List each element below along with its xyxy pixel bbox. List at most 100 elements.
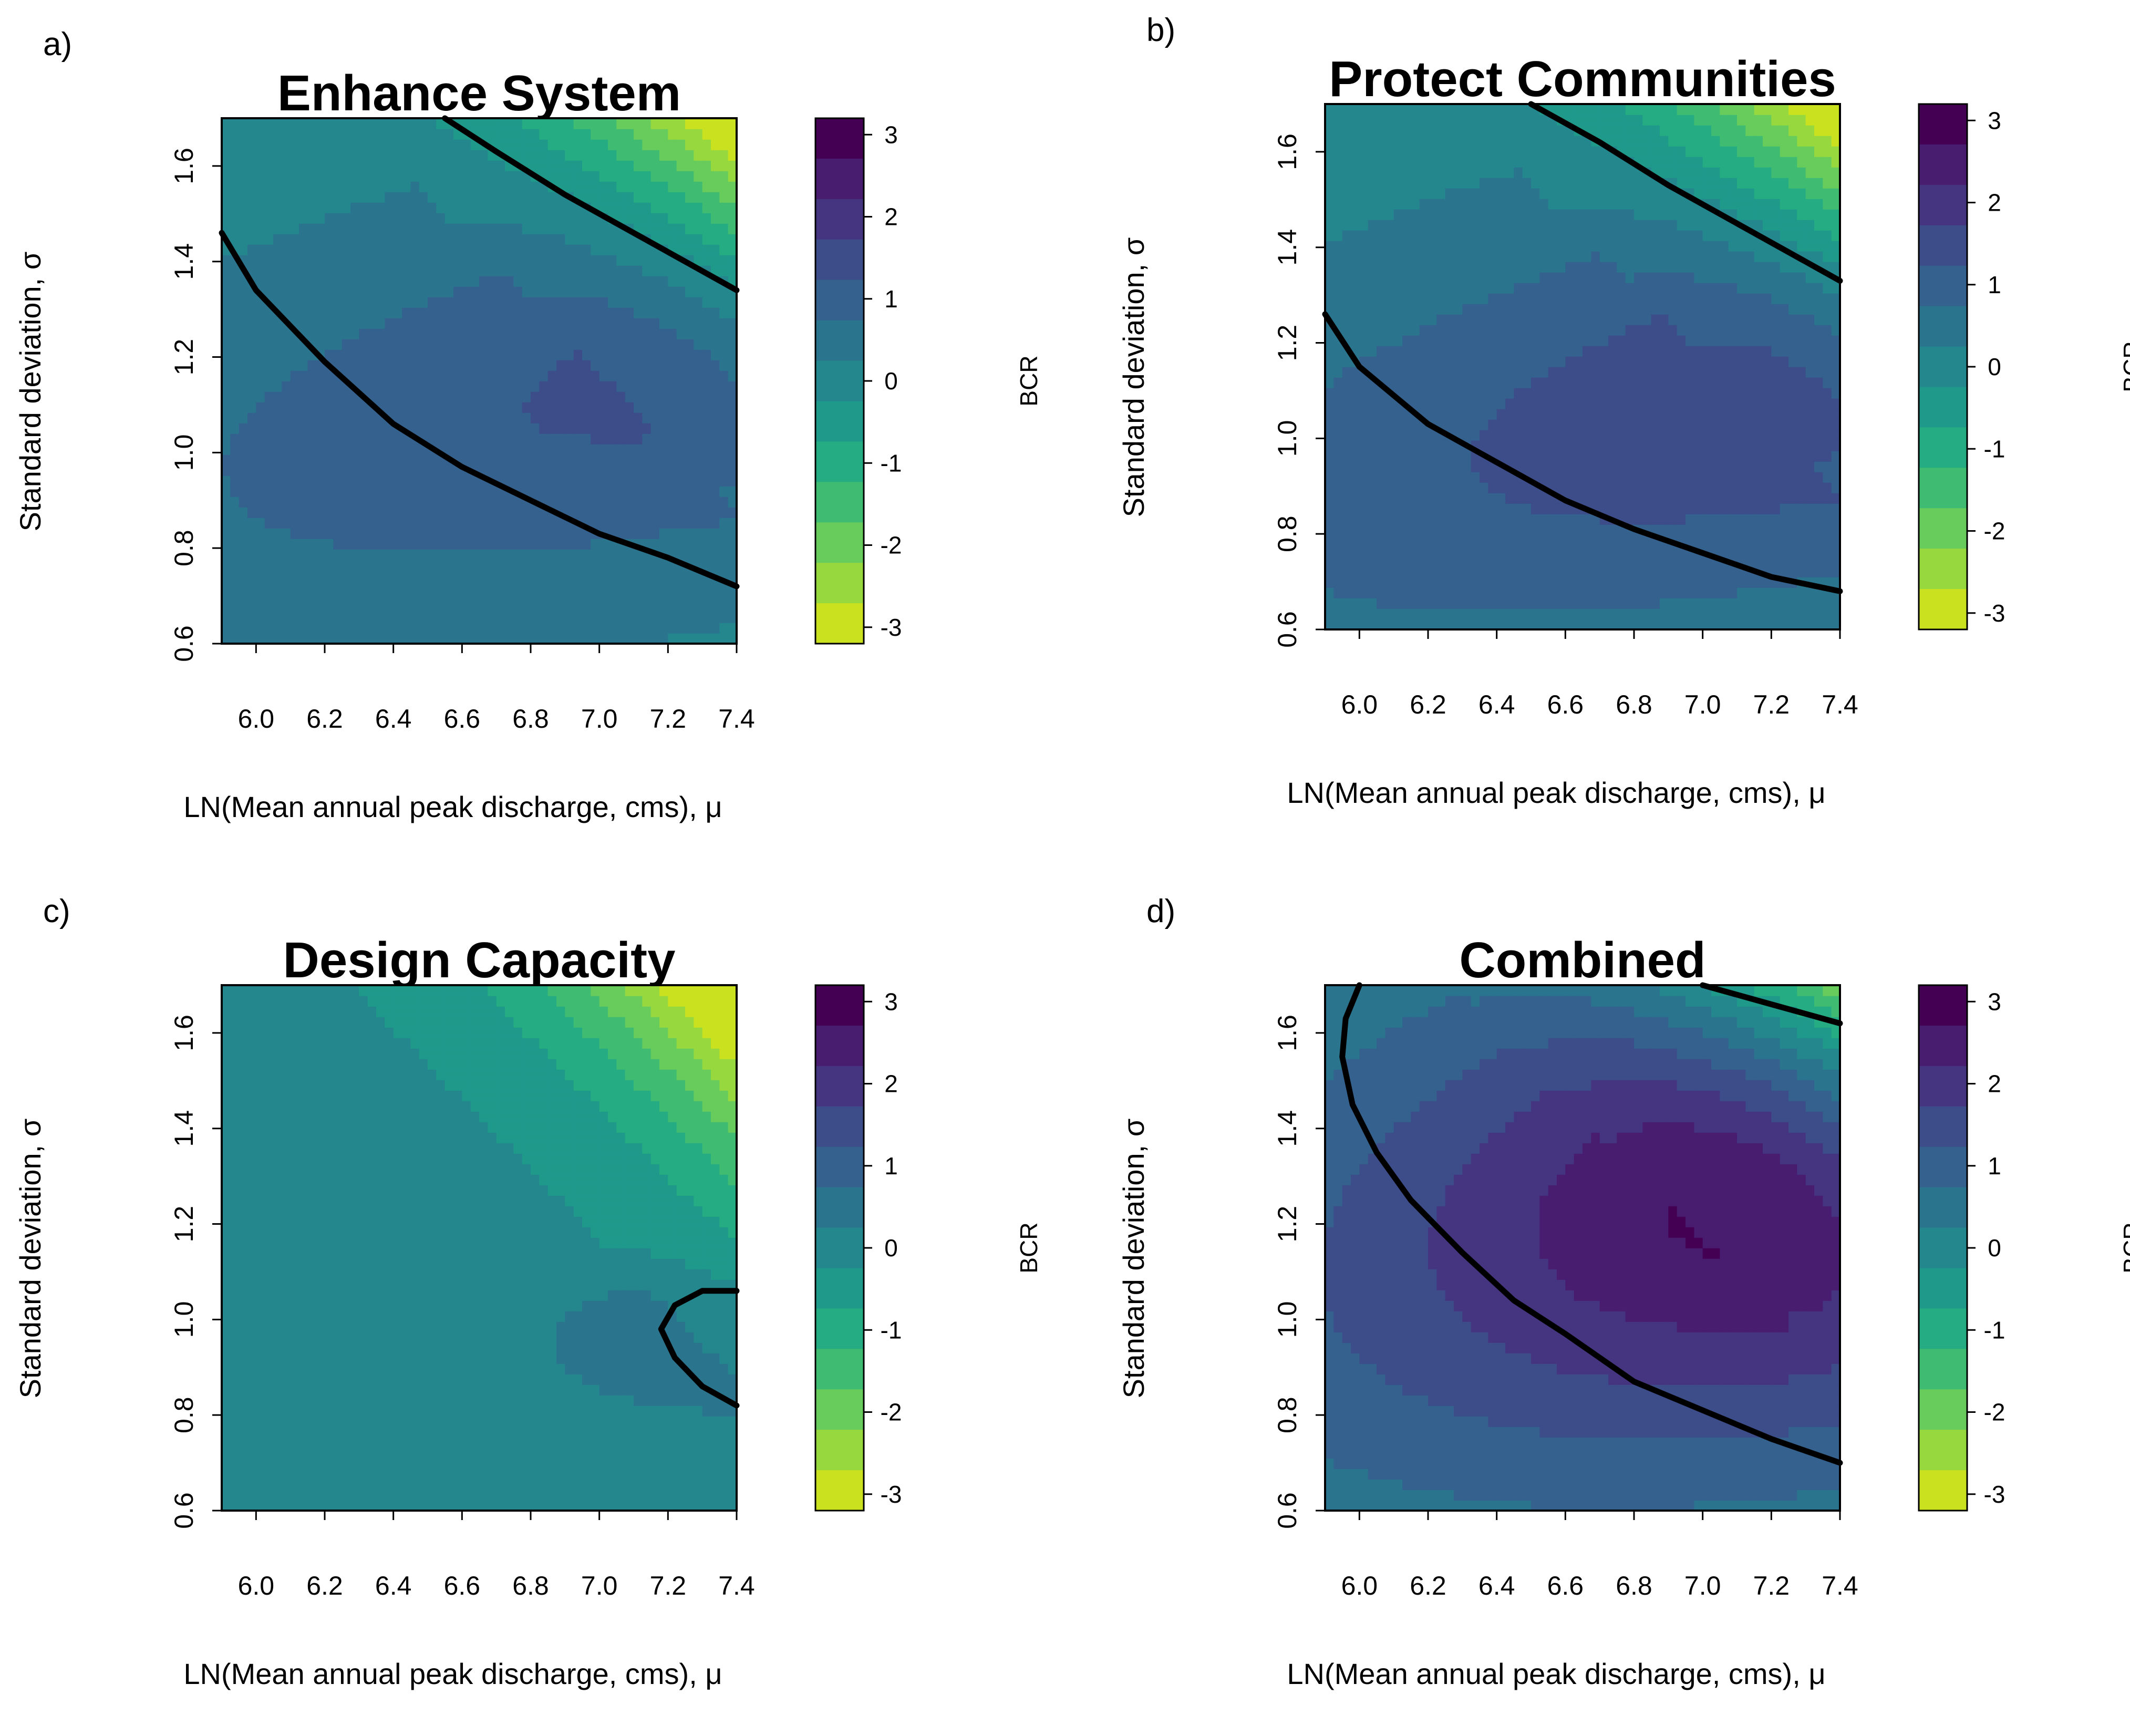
heatmap-cell xyxy=(1385,293,1394,304)
heatmap-cell xyxy=(1617,535,1626,546)
heatmap-cell xyxy=(1436,461,1446,472)
heatmap-cell xyxy=(290,223,299,234)
heatmap-cell xyxy=(1642,493,1652,504)
heatmap-cell xyxy=(436,307,446,318)
heatmap-cell xyxy=(1385,430,1394,441)
heatmap-cell xyxy=(342,486,351,497)
heatmap-cell xyxy=(625,234,634,245)
heatmap-cell xyxy=(659,129,669,140)
heatmap-cell xyxy=(393,433,402,445)
heatmap-cell xyxy=(385,349,394,360)
heatmap-cell xyxy=(410,139,420,150)
heatmap-cell xyxy=(1599,209,1609,220)
heatmap-cell xyxy=(376,539,386,550)
heatmap-cell xyxy=(702,118,711,129)
heatmap-cell xyxy=(591,318,600,329)
heatmap-cell xyxy=(290,433,299,445)
heatmap-cell xyxy=(1539,598,1549,609)
heatmap-cell xyxy=(307,318,317,329)
heatmap-cell xyxy=(1625,430,1635,441)
heatmap-cell xyxy=(1419,514,1429,525)
heatmap-cell xyxy=(1651,587,1660,598)
heatmap-cell xyxy=(556,444,566,455)
heatmap-cell xyxy=(1385,577,1394,588)
heatmap-cell xyxy=(556,349,566,360)
heatmap-cell xyxy=(453,560,463,571)
heatmap-cell xyxy=(1496,157,1506,168)
heatmap-cell xyxy=(659,381,669,392)
heatmap-cell xyxy=(539,423,549,434)
heatmap-cell xyxy=(307,181,317,192)
heatmap-cell xyxy=(470,286,480,297)
heatmap-cell xyxy=(290,570,299,581)
heatmap-cell xyxy=(1496,115,1506,126)
heatmap-cell xyxy=(496,560,505,571)
heatmap-cell xyxy=(1377,503,1386,514)
heatmap-cell xyxy=(1505,220,1515,231)
heatmap-cell xyxy=(522,402,531,413)
heatmap-cell xyxy=(1428,398,1438,409)
heatmap-cell xyxy=(1522,335,1532,346)
heatmap-cell xyxy=(1617,199,1626,210)
heatmap-cell xyxy=(1548,566,1557,577)
heatmap-cell xyxy=(419,423,428,434)
heatmap-cell xyxy=(419,297,428,308)
heatmap-cell xyxy=(668,633,677,644)
heatmap-cell xyxy=(556,391,566,402)
heatmap-cell xyxy=(1608,199,1618,210)
heatmap-cell xyxy=(1359,220,1369,231)
heatmap-cell xyxy=(376,160,386,171)
heatmap-cell xyxy=(470,234,480,245)
heatmap-cell xyxy=(513,454,523,466)
heatmap-cell xyxy=(376,391,386,402)
heatmap-cell xyxy=(1625,230,1635,241)
heatmap-cell xyxy=(1531,209,1540,220)
heatmap-cell xyxy=(1471,566,1480,577)
heatmap-cell xyxy=(359,539,368,550)
heatmap-cell xyxy=(428,349,437,360)
heatmap-cell xyxy=(385,265,394,276)
heatmap-cell xyxy=(1325,503,1335,514)
heatmap-cell xyxy=(325,591,334,602)
heatmap-cell xyxy=(479,560,489,571)
heatmap-cell xyxy=(591,286,600,297)
heatmap-cell xyxy=(1377,524,1386,535)
heatmap-cell xyxy=(1522,241,1532,252)
heatmap-cell xyxy=(1359,356,1369,367)
heatmap-cell xyxy=(1583,598,1592,609)
heatmap-cell xyxy=(565,381,574,392)
heatmap-cell xyxy=(1359,251,1369,262)
heatmap-cell xyxy=(711,328,720,339)
heatmap-cell xyxy=(1351,146,1360,157)
heatmap-cell xyxy=(1325,388,1335,399)
heatmap-cell xyxy=(1385,598,1394,609)
heatmap-cell xyxy=(591,307,600,318)
heatmap-cell xyxy=(307,623,317,634)
heatmap-cell xyxy=(1419,619,1429,630)
heatmap-cell xyxy=(1599,293,1609,304)
heatmap-cell xyxy=(393,602,402,613)
heatmap-cell xyxy=(1574,598,1583,609)
x-tick-label: 6.0 xyxy=(238,704,275,733)
heatmap-cell xyxy=(1488,356,1497,367)
heatmap-cell xyxy=(1522,167,1532,178)
heatmap-cell xyxy=(393,633,402,644)
heatmap-cell xyxy=(419,129,428,140)
heatmap-cell xyxy=(307,486,317,497)
heatmap-cell xyxy=(470,570,480,581)
heatmap-cell xyxy=(307,244,317,255)
heatmap-cell xyxy=(659,255,669,266)
heatmap-cell xyxy=(1471,472,1480,483)
heatmap-cell xyxy=(376,591,386,602)
heatmap-cell xyxy=(376,486,386,497)
heatmap-cell xyxy=(316,139,325,150)
heatmap-cell xyxy=(462,139,471,150)
heatmap-cell xyxy=(1454,356,1463,367)
heatmap-cell xyxy=(513,360,523,371)
heatmap-cell xyxy=(470,633,480,644)
heatmap-cell xyxy=(1368,199,1377,210)
heatmap-cell xyxy=(247,213,257,224)
heatmap-cell xyxy=(676,518,686,529)
heatmap-cell xyxy=(599,570,608,581)
heatmap-cell xyxy=(1377,398,1386,409)
